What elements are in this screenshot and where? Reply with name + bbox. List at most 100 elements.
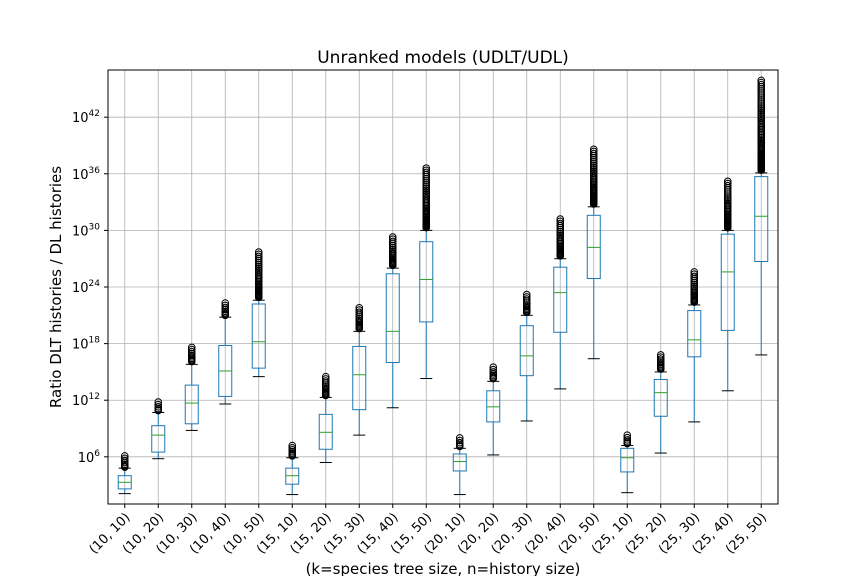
outlier-point: [757, 101, 766, 109]
box-iqr: [687, 310, 702, 358]
outlier-point: [723, 181, 732, 190]
box-iqr: [352, 345, 367, 411]
outlier-point: [556, 219, 565, 228]
outlier-point: [757, 95, 766, 103]
outlier-point: [522, 295, 531, 303]
box-10: [452, 434, 467, 496]
outlier-point: [455, 434, 464, 442]
outlier-point: [690, 270, 699, 278]
y-tick-label: 1012: [72, 392, 100, 409]
outlier-point: [154, 400, 163, 409]
y-axis-label: Ratio DLT histories / DL histories: [47, 166, 65, 408]
outlier-point: [154, 398, 163, 406]
outlier-point: [656, 351, 665, 359]
outlier-point: [757, 105, 766, 113]
box-2: [184, 343, 199, 431]
outlier-point: [321, 375, 330, 383]
box-14: [586, 145, 601, 360]
box-iqr: [419, 241, 434, 323]
outlier-point: [489, 363, 498, 371]
outlier-point: [422, 166, 431, 175]
outlier-point: [757, 78, 766, 87]
box-iqr: [553, 266, 568, 333]
box-16: [653, 351, 668, 454]
outlier-point: [656, 355, 665, 363]
outlier-point: [221, 301, 230, 310]
outlier-point: [120, 452, 129, 460]
outlier-point: [723, 179, 732, 188]
y-tick-label: 106: [78, 449, 101, 466]
chart-title: Unranked models (UDLT/UDL): [317, 48, 569, 68]
y-axis-ticks: 106 1012 1018 1024 1030 1036 1042: [72, 109, 108, 466]
box-3: [218, 299, 233, 405]
box-1: [151, 398, 166, 460]
outlier-point: [556, 227, 565, 236]
outlier-point: [120, 454, 129, 463]
outlier-point: [254, 262, 263, 271]
box-6: [318, 372, 333, 463]
outlier-point: [623, 436, 632, 444]
box-4: [251, 248, 266, 378]
box-iqr: [620, 447, 635, 473]
outlier-point: [723, 177, 732, 186]
box-19: [754, 76, 769, 356]
box-15: [620, 431, 635, 494]
outlier-point: [690, 268, 699, 276]
outlier-point: [723, 192, 732, 200]
outlier-point: [388, 235, 397, 244]
outlier-point: [254, 250, 263, 259]
y-tick-label: 1042: [72, 109, 100, 126]
outlier-point: [422, 184, 431, 193]
outlier-point: [522, 293, 531, 301]
outlier-point: [589, 149, 598, 158]
box-18: [720, 177, 735, 392]
y-tick-label: 1018: [72, 336, 100, 353]
box-11: [486, 363, 501, 456]
x-axis-ticks: (10, 10)(10, 20)(10, 30)(10, 40)(10, 50)…: [87, 504, 770, 557]
outlier-point: [757, 76, 766, 85]
outlier-point: [187, 343, 196, 352]
outlier-point: [288, 443, 297, 452]
box-iqr: [720, 233, 735, 331]
box-iqr: [184, 384, 199, 425]
outlier-point: [120, 456, 129, 465]
grid-lines: [108, 70, 778, 504]
boxes-layer: [117, 76, 769, 496]
outlier-point: [690, 272, 699, 281]
outlier-point: [757, 80, 766, 89]
y-tick-label: 1036: [72, 166, 100, 183]
box-iqr: [519, 325, 534, 377]
outlier-point: [623, 433, 632, 442]
outlier-point: [221, 303, 230, 312]
outlier-point: [388, 233, 397, 241]
outlier-point: [388, 237, 397, 246]
outlier-point: [489, 368, 498, 376]
box-iqr: [452, 453, 467, 472]
outlier-point: [556, 215, 565, 223]
outlier-point: [690, 280, 699, 289]
outlier-point: [388, 243, 397, 252]
outlier-point: [656, 353, 665, 361]
outlier-point: [556, 217, 565, 226]
outlier-point: [422, 164, 431, 172]
box-17: [687, 268, 702, 423]
box-iqr: [151, 425, 166, 453]
box-13: [553, 215, 568, 390]
outlier-point: [556, 229, 565, 238]
y-tick-label: 1030: [72, 222, 100, 239]
outlier-point: [187, 345, 196, 354]
x-axis-label: (k=species tree size, n=history size): [306, 560, 581, 576]
outlier-point: [455, 438, 464, 447]
outlier-point: [757, 97, 766, 105]
outlier-point: [589, 147, 598, 156]
outlier-point: [355, 308, 364, 317]
box-5: [285, 441, 300, 496]
outlier-point: [757, 103, 766, 111]
box-8: [385, 233, 400, 409]
outlier-point: [254, 252, 263, 261]
outlier-point: [589, 161, 598, 170]
outlier-point: [422, 181, 431, 189]
outlier-point: [723, 194, 732, 202]
outlier-point: [321, 377, 330, 385]
